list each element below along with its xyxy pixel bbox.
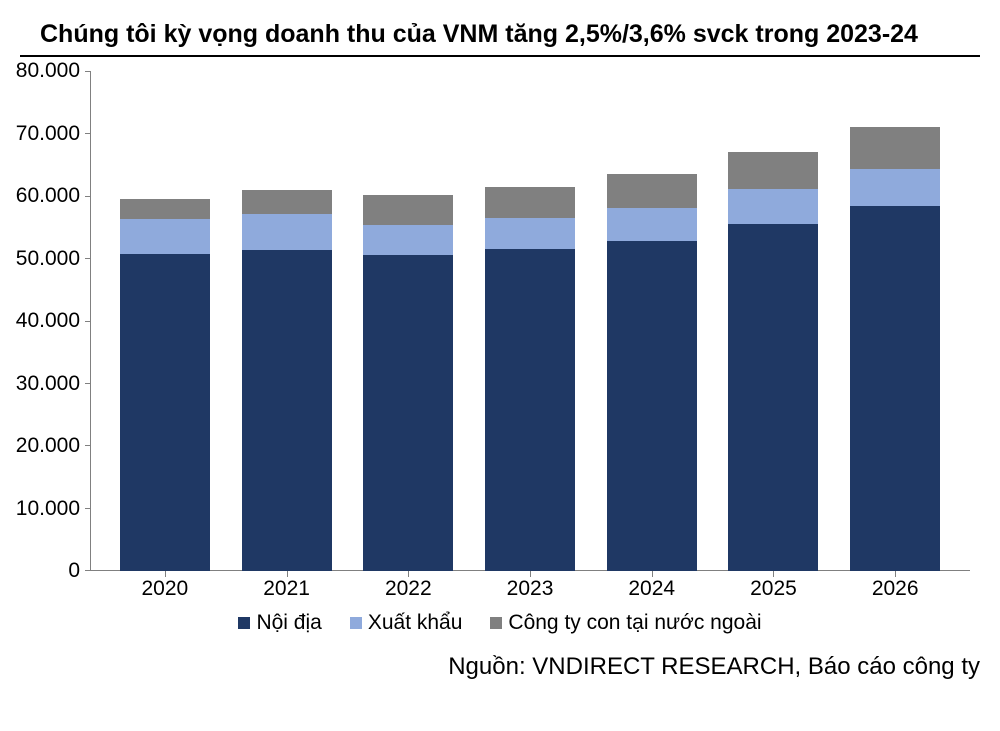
bar-segment-export [242,214,332,251]
bar-segment-domestic [363,255,453,571]
x-tick-mark [530,571,531,577]
bar-stack [120,199,210,572]
legend-item-export: Xuất khẩu [350,611,463,635]
bar-stack [242,190,332,571]
bar-segment-domestic [485,249,575,571]
bar-segment-domestic [728,224,818,572]
x-tick-label: 2024 [591,577,713,601]
bar-slot [591,71,713,571]
bar-segment-subsidiaries [728,152,818,189]
bar-segment-domestic [850,206,940,571]
y-tick-label: 20.000 [16,434,80,458]
x-tick-label: 2021 [226,577,348,601]
chart-title: Chúng tôi kỳ vọng doanh thu của VNM tăng… [20,20,980,55]
legend-swatch [350,617,362,629]
legend-label: Công ty con tại nước ngoài [508,611,761,635]
bar-slot [713,71,835,571]
bar-stack [363,195,453,571]
legend-item-subsidiaries: Công ty con tại nước ngoài [490,611,761,635]
y-tick-label: 10.000 [16,497,80,521]
x-tick-mark [287,571,288,577]
bar-segment-subsidiaries [363,195,453,225]
y-tick-label: 70.000 [16,122,80,146]
bars-area [90,71,970,571]
y-tick-label: 0 [68,559,80,583]
legend: Nội địa Xuất khẩu Công ty con tại nước ngo… [20,611,980,635]
bar-segment-export [607,208,697,241]
y-tick-label: 80.000 [16,59,80,83]
bar-stack [607,174,697,572]
bar-segment-export [120,219,210,254]
bar-stack [485,187,575,571]
bar-segment-subsidiaries [607,174,697,208]
x-tick-mark [408,571,409,577]
bar-segment-domestic [242,250,332,571]
x-tick-mark [895,571,896,577]
bar-segment-export [728,189,818,224]
source-text: Nguồn: VNDIRECT RESEARCH, Báo cáo công t… [20,653,980,681]
title-rule [20,55,980,57]
legend-label: Nội địa [256,611,321,635]
y-tick-label: 50.000 [16,247,80,271]
x-tick-mark [652,571,653,577]
bar-slot [104,71,226,571]
legend-swatch [238,617,250,629]
bar-stack [728,152,818,571]
bar-segment-subsidiaries [242,190,332,214]
revenue-chart: Chúng tôi kỳ vọng doanh thu của VNM tăng… [20,20,980,681]
y-tick-label: 30.000 [16,372,80,396]
bar-segment-subsidiaries [120,199,210,219]
x-tick-label: 2022 [347,577,469,601]
bar-segment-domestic [607,241,697,571]
x-tick-mark [165,571,166,577]
bar-slot [347,71,469,571]
bar-segment-export [363,225,453,255]
y-tick-label: 40.000 [16,309,80,333]
x-tick-label: 2025 [713,577,835,601]
bar-segment-export [850,169,940,206]
legend-item-domestic: Nội địa [238,611,321,635]
x-tick-label: 2026 [834,577,956,601]
legend-swatch [490,617,502,629]
plot-area: 010.00020.00030.00040.00050.00060.00070.… [90,71,970,571]
bar-segment-subsidiaries [850,127,940,169]
y-tick-label: 60.000 [16,184,80,208]
bar-segment-subsidiaries [485,187,575,218]
bar-stack [850,127,940,571]
bar-segment-export [485,218,575,249]
x-tick-label: 2023 [469,577,591,601]
x-tick-label: 2020 [104,577,226,601]
bar-slot [226,71,348,571]
y-axis: 010.00020.00030.00040.00050.00060.00070.… [20,71,80,571]
bar-slot [834,71,956,571]
legend-label: Xuất khẩu [368,611,463,635]
x-tick-mark [773,571,774,577]
bar-segment-domestic [120,254,210,572]
bar-slot [469,71,591,571]
